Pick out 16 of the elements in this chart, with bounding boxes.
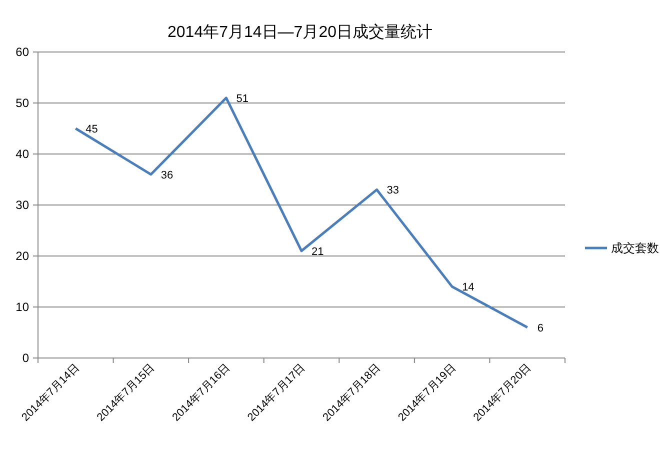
data-label: 51: [236, 92, 248, 105]
y-tick-label: 10: [16, 300, 30, 314]
y-tick-label: 30: [16, 198, 30, 212]
y-tick-label: 40: [16, 147, 30, 161]
y-tick-label: 50: [16, 96, 30, 110]
data-label: 45: [86, 124, 98, 136]
y-tick-label: 20: [16, 249, 30, 263]
y-tick-label: 60: [16, 45, 30, 59]
data-label: 21: [312, 246, 324, 258]
legend-label: 成交套数: [611, 241, 659, 255]
y-tick-label: 0: [22, 351, 30, 365]
data-label: 6: [537, 322, 544, 334]
chart-title: 2014年7月14日—7月20日成交量统计: [168, 23, 432, 41]
data-label: 33: [386, 184, 400, 197]
data-label: 36: [160, 169, 174, 182]
data-label: 14: [462, 282, 474, 294]
